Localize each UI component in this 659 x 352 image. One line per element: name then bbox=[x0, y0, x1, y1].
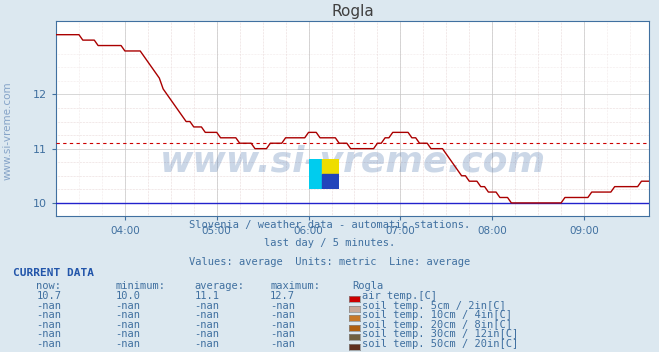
Text: average:: average: bbox=[194, 281, 244, 291]
Text: www.si-vreme.com: www.si-vreme.com bbox=[3, 81, 13, 180]
Text: -nan: -nan bbox=[115, 310, 140, 320]
Text: 10.0: 10.0 bbox=[115, 291, 140, 301]
Text: -nan: -nan bbox=[194, 320, 219, 330]
Text: -nan: -nan bbox=[194, 339, 219, 349]
Bar bbox=[322, 175, 339, 189]
Text: soil temp. 5cm / 2in[C]: soil temp. 5cm / 2in[C] bbox=[362, 301, 506, 311]
Text: Slovenia / weather data - automatic stations.: Slovenia / weather data - automatic stat… bbox=[189, 220, 470, 230]
Text: -nan: -nan bbox=[36, 310, 61, 320]
Title: Rogla: Rogla bbox=[331, 4, 374, 19]
Text: 10.7: 10.7 bbox=[36, 291, 61, 301]
Text: -nan: -nan bbox=[36, 320, 61, 330]
Text: -nan: -nan bbox=[194, 301, 219, 311]
Text: minimum:: minimum: bbox=[115, 281, 165, 291]
Text: soil temp. 20cm / 8in[C]: soil temp. 20cm / 8in[C] bbox=[362, 320, 513, 330]
Text: last day / 5 minutes.: last day / 5 minutes. bbox=[264, 238, 395, 248]
Text: www.si-vreme.com: www.si-vreme.com bbox=[159, 145, 546, 179]
Text: CURRENT DATA: CURRENT DATA bbox=[13, 268, 94, 278]
Text: now:: now: bbox=[36, 281, 61, 291]
Text: -nan: -nan bbox=[36, 339, 61, 349]
Text: -nan: -nan bbox=[36, 329, 61, 339]
Text: -nan: -nan bbox=[115, 301, 140, 311]
Text: -nan: -nan bbox=[115, 329, 140, 339]
Text: -nan: -nan bbox=[194, 329, 219, 339]
Text: -nan: -nan bbox=[270, 310, 295, 320]
Text: air temp.[C]: air temp.[C] bbox=[362, 291, 438, 301]
Text: -nan: -nan bbox=[36, 301, 61, 311]
Text: Values: average  Units: metric  Line: average: Values: average Units: metric Line: aver… bbox=[189, 257, 470, 266]
Bar bbox=[322, 159, 339, 175]
Text: -nan: -nan bbox=[270, 301, 295, 311]
Text: -nan: -nan bbox=[115, 320, 140, 330]
Text: 11.1: 11.1 bbox=[194, 291, 219, 301]
Text: Rogla: Rogla bbox=[353, 281, 384, 291]
Text: -nan: -nan bbox=[115, 339, 140, 349]
Text: soil temp. 10cm / 4in[C]: soil temp. 10cm / 4in[C] bbox=[362, 310, 513, 320]
Text: -nan: -nan bbox=[270, 329, 295, 339]
Text: maximum:: maximum: bbox=[270, 281, 320, 291]
Bar bbox=[308, 159, 322, 189]
Text: 12.7: 12.7 bbox=[270, 291, 295, 301]
Text: -nan: -nan bbox=[270, 320, 295, 330]
Text: -nan: -nan bbox=[270, 339, 295, 349]
Text: -nan: -nan bbox=[194, 310, 219, 320]
Text: soil temp. 50cm / 20in[C]: soil temp. 50cm / 20in[C] bbox=[362, 339, 519, 349]
Text: soil temp. 30cm / 12in[C]: soil temp. 30cm / 12in[C] bbox=[362, 329, 519, 339]
